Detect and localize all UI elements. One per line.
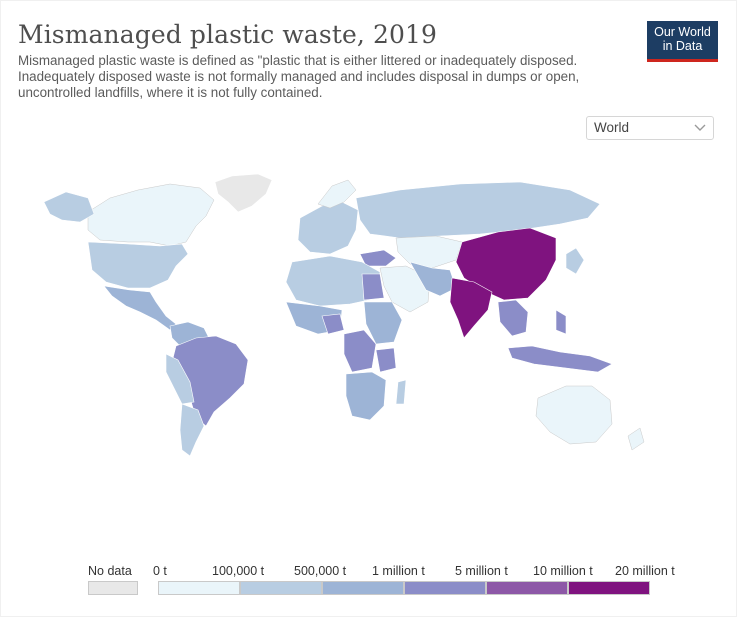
legend-bin-4-label: 5 million t xyxy=(455,564,508,578)
region-madagascar[interactable] xyxy=(395,379,407,405)
legend-swatch-500k-1m[interactable] xyxy=(322,581,404,595)
chevron-down-icon xyxy=(694,124,706,131)
region-alaska[interactable] xyxy=(43,191,95,223)
legend-bin-5-label: 10 million t xyxy=(533,564,593,578)
region-greenland[interactable] xyxy=(214,173,273,213)
logo-line-1: Our World xyxy=(654,25,711,39)
region-select-value: World xyxy=(594,120,630,135)
region-philippines[interactable] xyxy=(555,309,567,335)
legend-swatch-0-100k[interactable] xyxy=(158,581,240,595)
legend-bin-0-label: 0 t xyxy=(153,564,167,578)
region-argentina-chile[interactable] xyxy=(179,403,205,457)
region-russia[interactable] xyxy=(355,181,601,239)
region-united-states[interactable] xyxy=(87,241,189,289)
region-southern-africa[interactable] xyxy=(345,371,387,421)
region-new-zealand[interactable] xyxy=(627,427,645,451)
region-indonesia[interactable] xyxy=(507,345,613,373)
region-southeast-asia[interactable] xyxy=(497,299,529,337)
region-egypt[interactable] xyxy=(361,273,385,301)
legend-swatch-10m-20m[interactable] xyxy=(568,581,650,595)
world-map xyxy=(43,173,645,457)
legend: No data 0 t 100,000 t 500,000 t 1 millio… xyxy=(0,560,737,600)
region-north-africa[interactable] xyxy=(285,255,381,307)
chart-subtitle: Mismanaged plastic waste is defined as "… xyxy=(18,53,580,100)
legend-swatch-5m-10m[interactable] xyxy=(486,581,568,595)
owid-logo[interactable]: Our World in Data xyxy=(647,21,718,62)
chart-title: Mismanaged plastic waste, 2019 xyxy=(18,20,438,49)
legend-no-data-swatch[interactable] xyxy=(88,581,138,595)
region-tanzania[interactable] xyxy=(375,347,397,373)
region-australia[interactable] xyxy=(535,385,613,445)
region-mexico[interactable] xyxy=(103,285,177,331)
legend-bin-3-label: 1 million t xyxy=(372,564,425,578)
region-central-africa[interactable] xyxy=(343,329,377,373)
region-select[interactable]: World xyxy=(586,116,714,140)
legend-swatch-1m-5m[interactable] xyxy=(404,581,486,595)
region-europe[interactable] xyxy=(297,201,359,255)
region-china[interactable] xyxy=(455,227,557,301)
region-scandinavia[interactable] xyxy=(317,179,357,209)
region-central-asia[interactable] xyxy=(395,235,463,269)
legend-bin-6-label: 20 million t xyxy=(615,564,675,578)
region-nigeria[interactable] xyxy=(321,313,345,335)
region-peru-bolivia[interactable] xyxy=(165,353,195,405)
region-middle-east[interactable] xyxy=(379,265,431,313)
region-east-africa[interactable] xyxy=(363,301,403,345)
region-india[interactable] xyxy=(449,277,493,339)
region-japan[interactable] xyxy=(565,247,585,275)
legend-no-data-label: No data xyxy=(88,564,132,578)
region-canada[interactable] xyxy=(87,183,215,247)
legend-bin-1-label: 100,000 t xyxy=(212,564,265,578)
logo-line-2: in Data xyxy=(662,39,703,53)
legend-swatch-100k-500k[interactable] xyxy=(240,581,322,595)
legend-bin-2-label: 500,000 t xyxy=(294,564,347,578)
